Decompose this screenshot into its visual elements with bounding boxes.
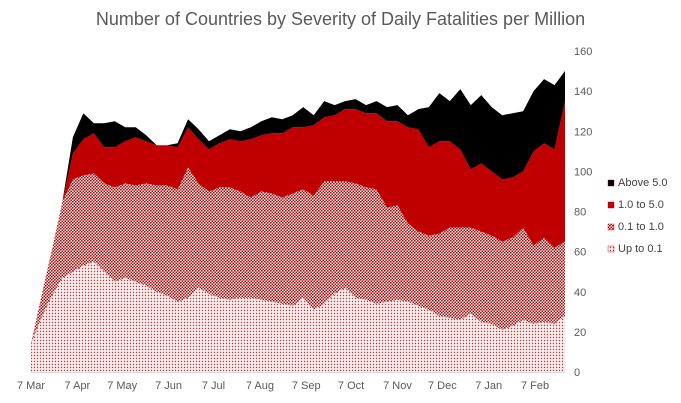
y-tick-label: 140 — [574, 86, 592, 98]
legend-swatch — [607, 245, 615, 253]
x-tick-label: 7 Jul — [202, 380, 225, 392]
x-tick-label: 7 Jan — [475, 380, 502, 392]
legend-swatch — [607, 201, 615, 209]
x-tick-label: 7 Dec — [428, 380, 457, 392]
legend-label: Above 5.0 — [618, 177, 668, 189]
area-series-1 — [31, 167, 565, 344]
chart-title: Number of Countries by Severity of Daily… — [95, 9, 586, 29]
y-tick-label: 120 — [574, 126, 592, 138]
area-series-2 — [31, 101, 565, 344]
legend-swatch — [607, 223, 615, 231]
y-tick-label: 40 — [574, 287, 586, 299]
legend-swatch — [607, 179, 615, 187]
y-tick-label: 20 — [574, 327, 586, 339]
x-tick-label: 7 Jun — [155, 380, 182, 392]
area-series-3 — [31, 71, 565, 344]
area-series-0 — [31, 261, 565, 372]
x-tick-label: 7 May — [107, 380, 137, 392]
legend-label: Up to 0.1 — [618, 243, 663, 255]
x-tick-label: 7 Sep — [292, 380, 321, 392]
legend-label: 1.0 to 5.0 — [618, 199, 664, 211]
y-tick-label: 160 — [574, 46, 592, 58]
x-tick-label: 7 Feb — [521, 380, 549, 392]
x-tick-label: 7 Aug — [246, 380, 274, 392]
x-tick-label: 7 Nov — [383, 380, 412, 392]
y-tick-label: 60 — [574, 247, 586, 259]
legend-label: 0.1 to 1.0 — [618, 221, 664, 233]
y-tick-label: 0 — [574, 367, 580, 379]
x-tick-label: 7 Apr — [65, 380, 91, 392]
y-tick-label: 100 — [574, 166, 592, 178]
x-tick-label: 7 Oct — [338, 380, 364, 392]
x-tick-label: 7 Mar — [17, 380, 45, 392]
y-tick-label: 80 — [574, 207, 586, 219]
